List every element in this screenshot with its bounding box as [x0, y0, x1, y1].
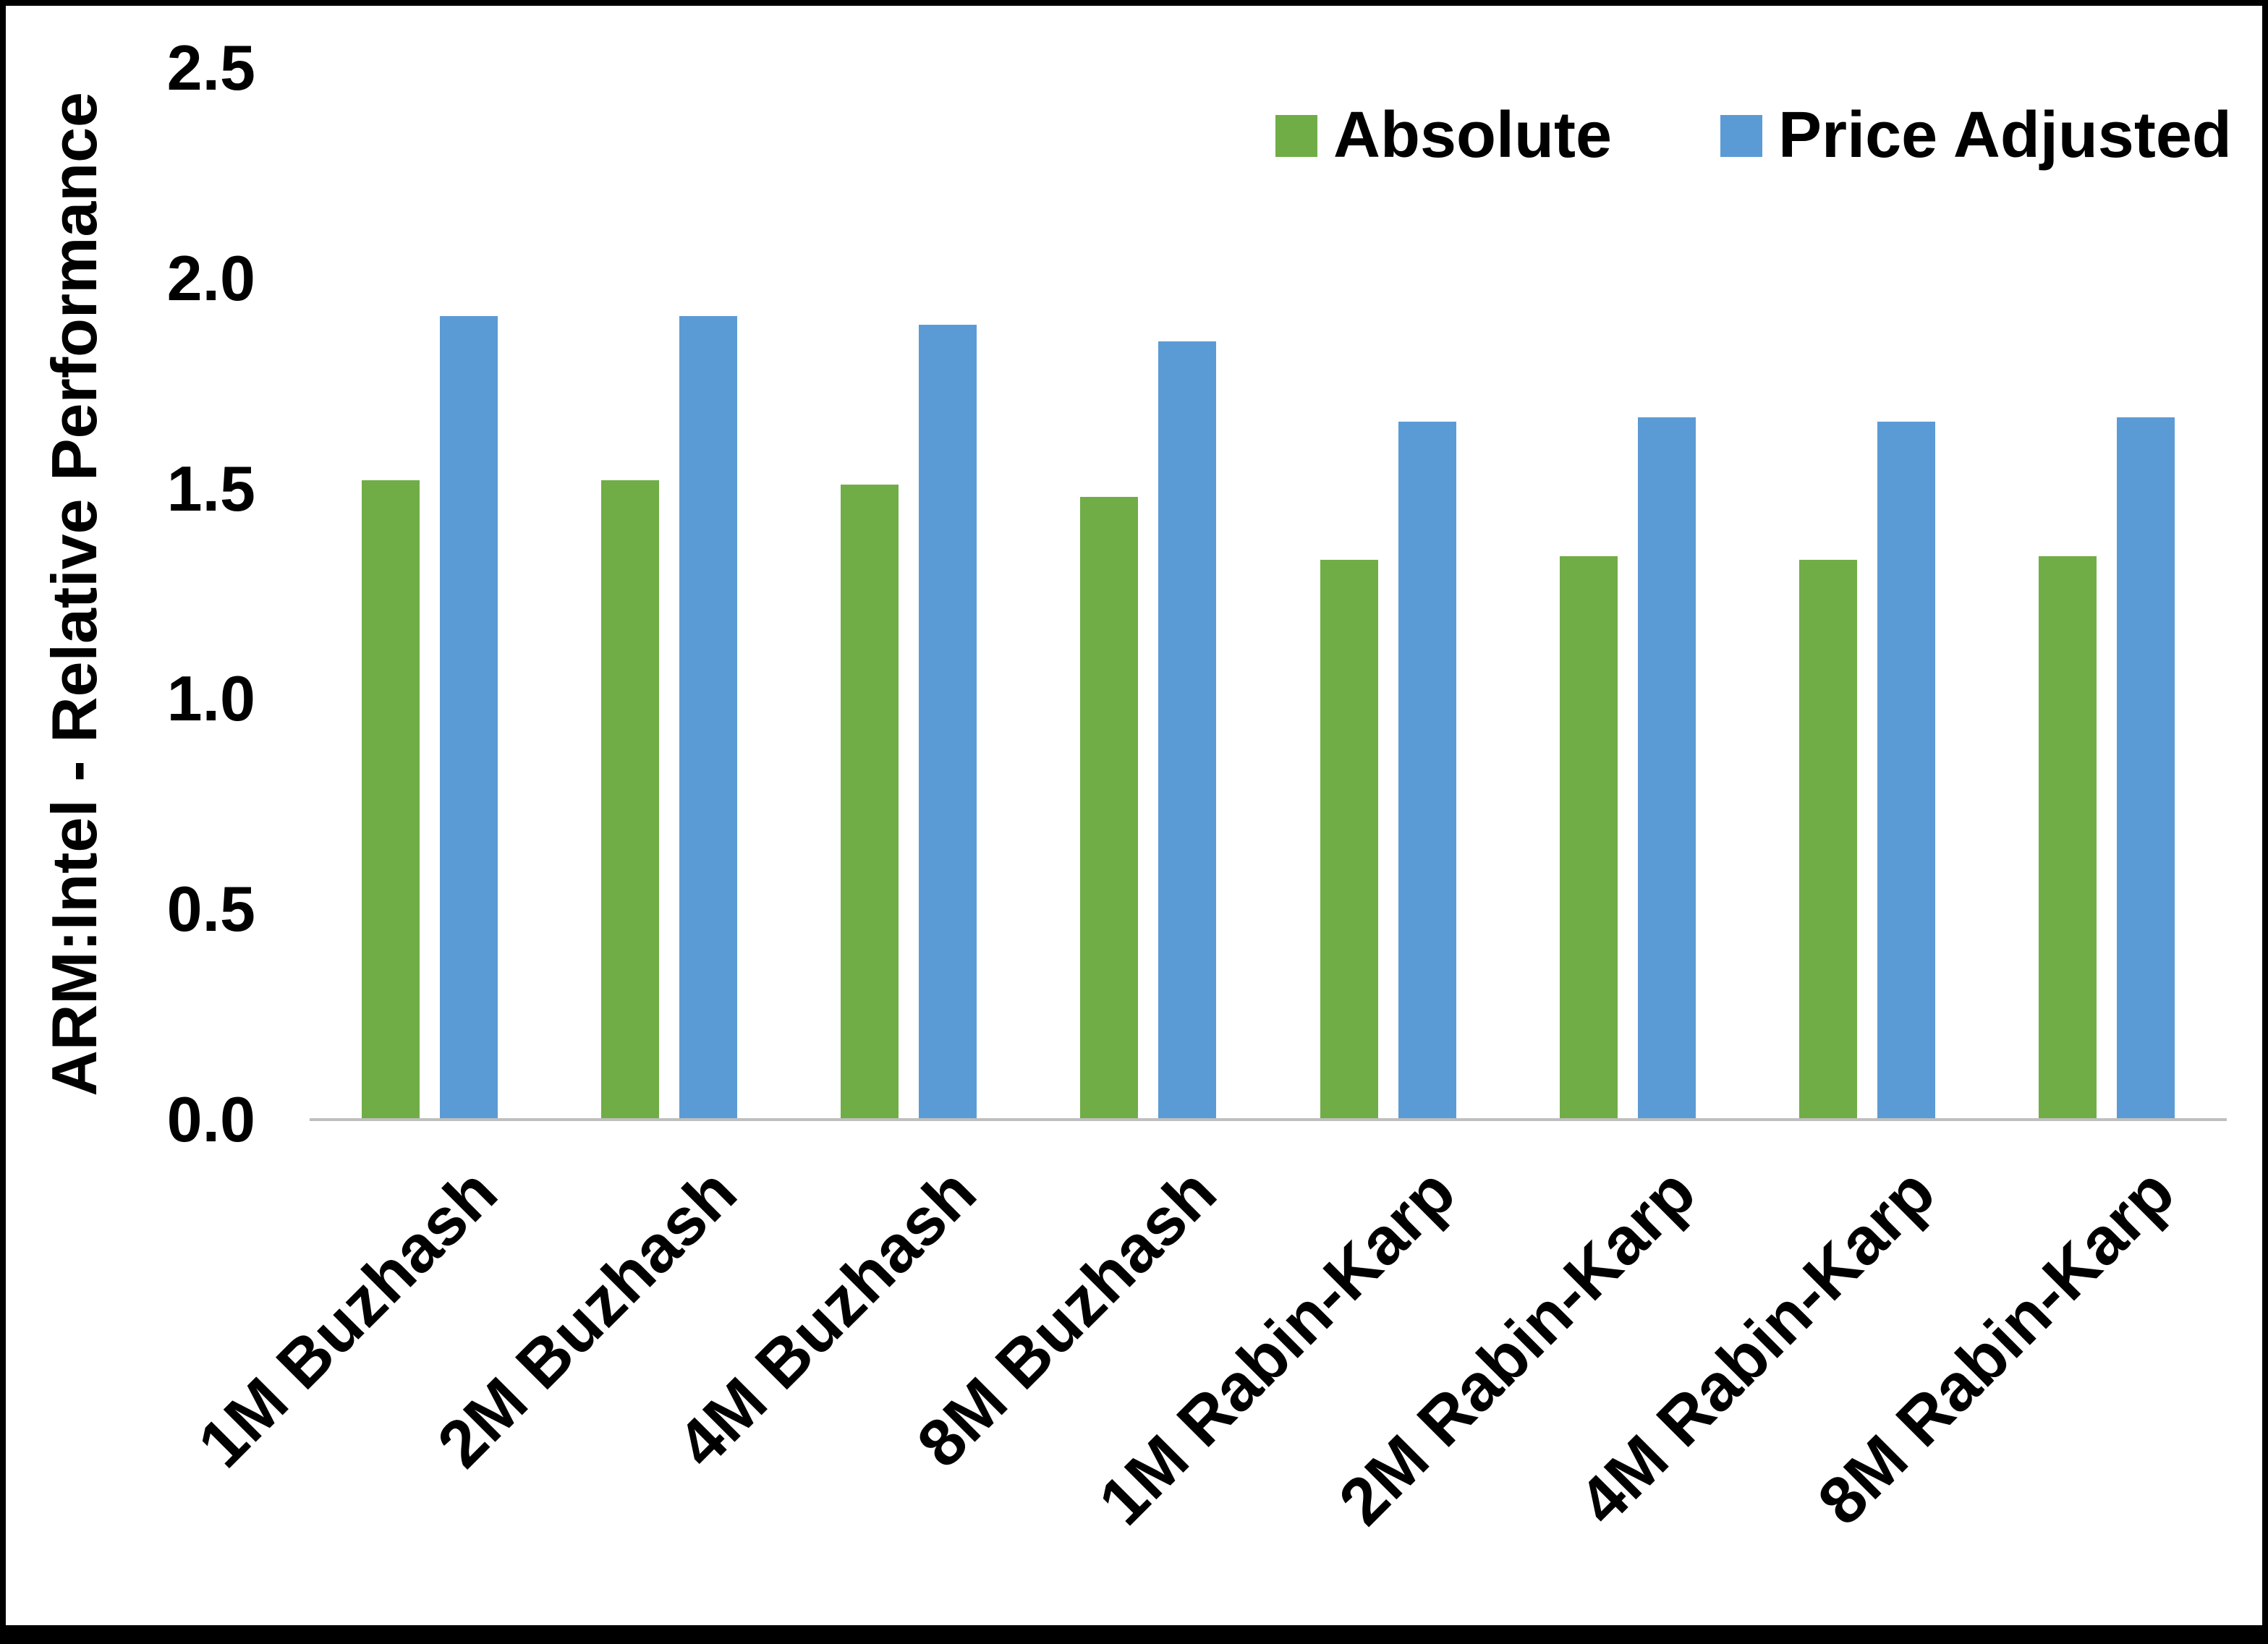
bar-price-adjusted [439, 316, 498, 1120]
bar-absolute [600, 480, 659, 1120]
bar-absolute [2039, 555, 2097, 1120]
x-axis-category-labels: 1M Buzhash 2M Buzhash 4M Buzhash 8M Buzhash… [184, 1154, 2227, 1617]
legend-label-price-adjusted: Price Adjusted [1778, 99, 2232, 171]
bar-price-adjusted [1158, 341, 1217, 1120]
bar-absolute [1320, 560, 1378, 1120]
bar-group [1748, 68, 1987, 1120]
bar-absolute [361, 480, 420, 1120]
bar-groups [310, 68, 2227, 1120]
bar-group [1029, 68, 1268, 1120]
bar-absolute [1799, 560, 1858, 1120]
bar-absolute [1559, 555, 1618, 1120]
bar-group [1508, 68, 1747, 1120]
bar-price-adjusted [679, 316, 737, 1120]
bar-price-adjusted [1398, 421, 1456, 1120]
legend-item-price-adjusted: Price Adjusted [1720, 98, 2232, 173]
y-tick-label: 2.0 [166, 242, 255, 314]
x-axis-line [310, 1118, 2227, 1121]
y-tick-label: 0.5 [166, 873, 255, 945]
y-tick-label: 0.0 [166, 1083, 255, 1155]
bar-price-adjusted [1637, 417, 1696, 1120]
bar-group [789, 68, 1029, 1120]
bar-price-adjusted [1877, 421, 1936, 1120]
bar-absolute [1080, 497, 1139, 1120]
bar-absolute [841, 484, 899, 1120]
y-tick-label: 2.5 [166, 32, 255, 103]
bar-group [310, 68, 549, 1120]
legend-item-absolute: Absolute [1275, 98, 1612, 173]
legend-swatch-absolute-icon [1275, 114, 1317, 157]
legend-swatch-price-adjusted-icon [1720, 114, 1763, 157]
bar-group [1268, 68, 1508, 1120]
plot-area [310, 68, 2227, 1121]
y-tick-label: 1.5 [166, 452, 255, 524]
legend: Absolute Price Adjusted [1275, 98, 2232, 173]
bar-price-adjusted [919, 324, 977, 1120]
y-axis-tick-labels: 0.0 0.5 1.0 1.5 2.0 2.5 [6, 32, 255, 1155]
y-tick-label: 1.0 [166, 663, 255, 735]
bar-group [549, 68, 789, 1120]
legend-label-absolute: Absolute [1333, 99, 1613, 171]
bar-group [1987, 68, 2227, 1120]
bar-price-adjusted [2117, 417, 2175, 1120]
